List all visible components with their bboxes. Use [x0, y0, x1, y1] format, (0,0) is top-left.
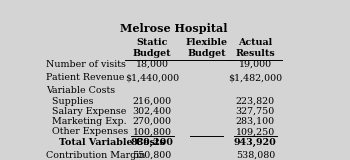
- Text: Melrose Hospital: Melrose Hospital: [120, 23, 228, 34]
- Text: 889,200: 889,200: [131, 138, 174, 147]
- Text: 109,250: 109,250: [236, 127, 275, 136]
- Text: 216,000: 216,000: [133, 97, 172, 106]
- Text: 19,000: 19,000: [239, 60, 272, 69]
- Text: Flexible
Budget: Flexible Budget: [186, 38, 228, 58]
- Text: Actual
Results: Actual Results: [236, 38, 275, 58]
- Text: 943,920: 943,920: [234, 138, 277, 147]
- Text: Patient Revenue: Patient Revenue: [47, 73, 125, 82]
- Text: 327,750: 327,750: [236, 107, 275, 116]
- Text: 223,820: 223,820: [236, 97, 275, 106]
- Text: Contribution Margin: Contribution Margin: [47, 151, 146, 160]
- Text: 302,400: 302,400: [133, 107, 172, 116]
- Text: $1,482,000: $1,482,000: [228, 73, 282, 82]
- Text: Static
Budget: Static Budget: [133, 38, 172, 58]
- Text: Supplies: Supplies: [47, 97, 94, 106]
- Text: $1,440,000: $1,440,000: [125, 73, 179, 82]
- Text: Salary Expense: Salary Expense: [47, 107, 127, 116]
- Text: 270,000: 270,000: [133, 117, 172, 126]
- Text: 283,100: 283,100: [236, 117, 275, 126]
- Text: 538,080: 538,080: [236, 151, 275, 160]
- Text: Variable Costs: Variable Costs: [47, 86, 116, 96]
- Text: Total Variable Costs: Total Variable Costs: [47, 138, 165, 147]
- Text: Other Expenses: Other Expenses: [47, 127, 129, 136]
- Text: Number of visits: Number of visits: [47, 60, 126, 69]
- Text: 100,800: 100,800: [133, 127, 172, 136]
- Text: 550,800: 550,800: [133, 151, 172, 160]
- Text: Marketing Exp.: Marketing Exp.: [47, 117, 127, 126]
- Text: 18,000: 18,000: [136, 60, 169, 69]
